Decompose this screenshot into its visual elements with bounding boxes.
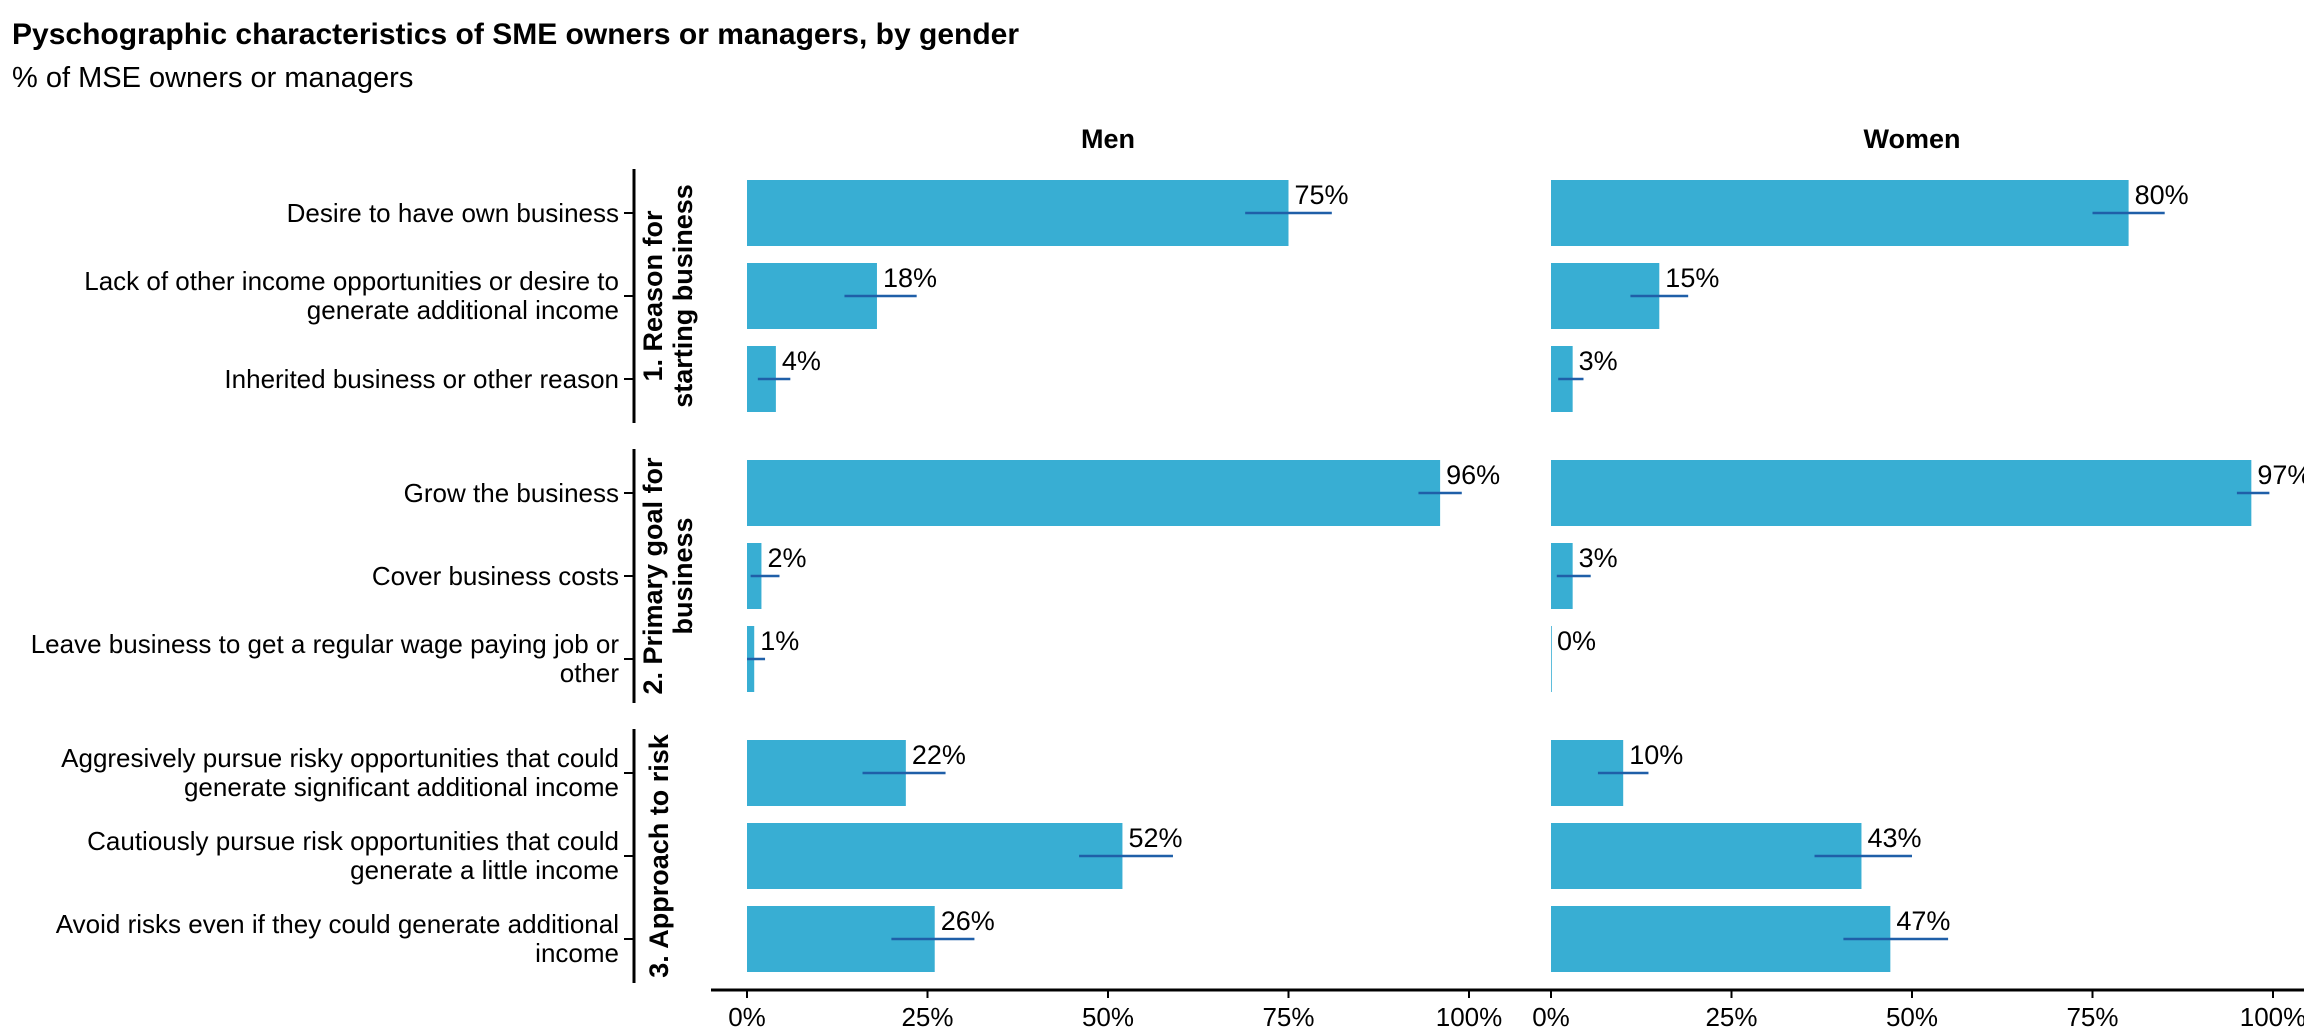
group-label: 3. Approach to risk	[644, 733, 674, 978]
row-label: generate significant additional income	[184, 772, 619, 802]
row-label: Aggresively pursue risky opportunities t…	[61, 743, 619, 773]
chart-subtitle: % of MSE owners or managers	[12, 62, 414, 94]
x-tick-label: 100%	[2240, 1002, 2304, 1032]
x-tick-label: 25%	[901, 1002, 953, 1032]
bar-women	[1551, 180, 2129, 246]
data-label-women: 15%	[1665, 263, 1719, 293]
data-label-men: 1%	[760, 626, 799, 656]
row-label: Grow the business	[404, 478, 619, 508]
x-tick-label: 0%	[728, 1002, 766, 1032]
data-label-women: 43%	[1867, 823, 1921, 853]
panel-header-men: Men	[1081, 124, 1135, 154]
row-label: Cover business costs	[372, 561, 619, 591]
row-label: other	[560, 658, 620, 688]
bar-women	[1551, 626, 1552, 692]
row-label: Inherited business or other reason	[224, 364, 619, 394]
data-label-women: 80%	[2135, 180, 2189, 210]
row-label: Lack of other income opportunities or de…	[84, 266, 619, 296]
x-tick-label: 25%	[1705, 1002, 1757, 1032]
bar-men	[747, 460, 1441, 526]
x-tick-label: 100%	[1436, 1002, 1503, 1032]
bar-women	[1551, 823, 1862, 889]
row-label: Desire to have own business	[287, 198, 619, 228]
x-tick-label: 50%	[1082, 1002, 1134, 1032]
data-label-men: 52%	[1128, 823, 1182, 853]
group-label: 1. Reason for	[638, 210, 668, 382]
bar-women	[1551, 460, 2252, 526]
x-tick-label: 50%	[1886, 1002, 1938, 1032]
data-label-women: 47%	[1896, 906, 1950, 936]
x-tick-label: 75%	[1262, 1002, 1314, 1032]
data-label-men: 96%	[1446, 460, 1500, 490]
data-label-women: 3%	[1579, 346, 1618, 376]
x-tick-label: 0%	[1532, 1002, 1570, 1032]
x-tick-label: 75%	[2066, 1002, 2118, 1032]
row-label: income	[535, 938, 619, 968]
group-label: 2. Primary goal for	[638, 457, 668, 695]
data-label-men: 2%	[767, 543, 806, 573]
chart-title: Pyschographic characteristics of SME own…	[12, 18, 1020, 51]
group-label: starting business	[668, 184, 698, 408]
row-label: Leave business to get a regular wage pay…	[31, 629, 620, 659]
data-label-women: 3%	[1579, 543, 1618, 573]
row-label: Cautiously pursue risk opportunities tha…	[87, 826, 619, 856]
data-label-men: 26%	[941, 906, 995, 936]
group-label: business	[668, 517, 698, 634]
panel-header-women: Women	[1863, 124, 1960, 154]
row-label: Avoid risks even if they could generate …	[56, 909, 619, 939]
data-label-men: 22%	[912, 740, 966, 770]
data-label-men: 4%	[782, 346, 821, 376]
bar-men	[747, 180, 1289, 246]
bar-women	[1551, 906, 1891, 972]
row-label: generate additional income	[307, 295, 619, 325]
data-label-men: 18%	[883, 263, 937, 293]
data-label-women: 97%	[2257, 460, 2304, 490]
data-label-women: 0%	[1557, 626, 1596, 656]
row-label: generate a little income	[350, 855, 619, 885]
bar-men	[747, 823, 1123, 889]
data-label-men: 75%	[1295, 180, 1349, 210]
data-label-women: 10%	[1629, 740, 1683, 770]
